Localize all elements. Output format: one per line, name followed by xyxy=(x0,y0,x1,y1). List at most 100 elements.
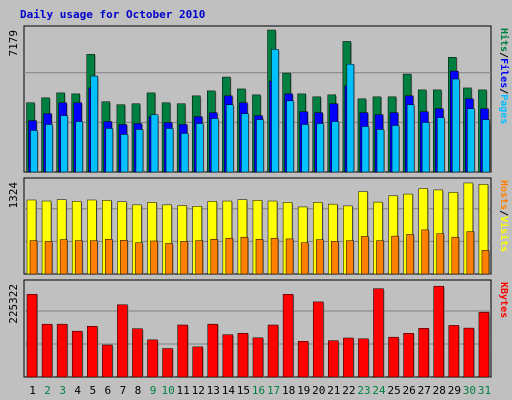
bar-pages-day-28 xyxy=(436,117,445,173)
side-label-part-files: Files xyxy=(498,58,510,88)
bar-pages-day-9 xyxy=(150,114,159,173)
bar-hosts-day-25 xyxy=(391,235,399,275)
day-label-25: 25 xyxy=(387,384,400,397)
bar-kbytes-day-10 xyxy=(162,348,173,378)
bar-kbytes-day-3 xyxy=(56,323,68,378)
day-label-30: 30 xyxy=(463,384,476,397)
bar-hosts-day-30 xyxy=(466,231,475,275)
panel-middle: 1324 Hosts/Visits xyxy=(7,177,510,275)
bar-pages-day-1 xyxy=(30,130,38,173)
bar-hosts-day-11 xyxy=(180,241,188,275)
bar-pages-day-19 xyxy=(301,124,309,173)
bar-pages-day-4 xyxy=(75,121,83,173)
bar-pages-day-29 xyxy=(452,78,460,173)
bar-kbytes-day-19 xyxy=(297,341,309,378)
bar-pages-day-6 xyxy=(105,128,114,173)
day-label-28: 28 xyxy=(433,384,446,397)
bar-pages-day-31 xyxy=(482,119,490,173)
day-label-9: 9 xyxy=(150,384,157,397)
bar-pages-day-18 xyxy=(286,100,294,173)
bar-kbytes-day-29 xyxy=(448,325,460,378)
bar-pages-day-27 xyxy=(421,122,430,173)
bar-hosts-day-13 xyxy=(210,239,219,275)
bar-hosts-day-3 xyxy=(59,239,68,275)
bar-kbytes-day-28 xyxy=(433,285,444,378)
panel-bottom: 225322 KBytes xyxy=(7,279,509,378)
day-label-27: 27 xyxy=(418,384,431,397)
bar-pages-day-24 xyxy=(376,129,385,173)
bar-hosts-day-6 xyxy=(105,239,113,275)
day-label-7: 7 xyxy=(120,384,127,397)
panel-middle-side-label: Hosts/Visits xyxy=(498,180,510,252)
bar-pages-day-11 xyxy=(180,133,189,173)
panel-bottom-axis-max-label: 225322 xyxy=(7,284,20,324)
bar-pages-day-22 xyxy=(346,63,355,173)
bar-hosts-day-22 xyxy=(346,240,354,275)
bar-hosts-day-20 xyxy=(315,239,324,275)
bar-kbytes-day-16 xyxy=(252,337,264,378)
bar-hosts-day-31 xyxy=(481,250,490,275)
bar-hosts-day-10 xyxy=(165,243,173,275)
bar-kbytes-day-17 xyxy=(267,324,279,378)
bar-hosts-day-7 xyxy=(120,240,128,275)
bar-kbytes-day-21 xyxy=(328,340,339,378)
bar-kbytes-day-22 xyxy=(343,337,354,378)
bar-kbytes-day-18 xyxy=(282,293,294,378)
day-label-2: 2 xyxy=(44,384,51,397)
panel-top: 7179 Hits/Files/Pages xyxy=(7,25,510,174)
bar-hosts-day-23 xyxy=(361,236,369,275)
side-label-part-slash: / xyxy=(498,52,509,58)
bar-kbytes-day-26 xyxy=(403,332,414,378)
side-label-part-slash: / xyxy=(498,88,509,94)
day-label-15: 15 xyxy=(237,384,250,397)
bar-hosts-day-28 xyxy=(436,233,444,275)
day-label-10: 10 xyxy=(161,384,174,397)
bar-hosts-day-2 xyxy=(44,241,53,275)
side-label-part-hits: Hits xyxy=(498,28,510,52)
side-label-part-visits: Visits xyxy=(498,216,510,252)
bar-kbytes-day-9 xyxy=(147,339,158,378)
side-label-part-hosts: Hosts xyxy=(498,180,509,210)
bar-pages-day-25 xyxy=(391,125,400,173)
day-label-18: 18 xyxy=(282,384,295,397)
day-label-19: 19 xyxy=(297,384,310,397)
bar-hosts-day-18 xyxy=(285,238,294,275)
bar-pages-day-16 xyxy=(256,119,264,173)
bar-kbytes-day-6 xyxy=(102,344,113,378)
day-label-12: 12 xyxy=(192,384,205,397)
day-label-13: 13 xyxy=(207,384,220,397)
day-label-5: 5 xyxy=(89,384,96,397)
day-label-20: 20 xyxy=(312,384,325,397)
bar-kbytes-day-12 xyxy=(192,346,203,378)
bar-hosts-day-24 xyxy=(376,240,384,275)
chart-title: Daily usage for October 2010 xyxy=(20,8,205,21)
bar-kbytes-day-2 xyxy=(41,323,53,378)
bar-kbytes-day-20 xyxy=(312,301,324,378)
day-label-8: 8 xyxy=(135,384,142,397)
panel-middle-axis-max-label: 1324 xyxy=(7,182,20,209)
day-label-26: 26 xyxy=(403,384,416,397)
bar-hosts-day-1 xyxy=(29,240,38,275)
day-label-21: 21 xyxy=(327,384,340,397)
bar-pages-day-26 xyxy=(406,104,415,173)
bar-hosts-day-19 xyxy=(300,242,309,275)
bar-pages-day-10 xyxy=(165,128,174,173)
bar-hosts-day-14 xyxy=(225,237,234,275)
bar-pages-day-3 xyxy=(60,115,68,173)
side-label-part-kbytes: KBytes xyxy=(498,282,509,318)
bar-kbytes-day-30 xyxy=(463,327,475,378)
bar-kbytes-day-25 xyxy=(388,336,399,378)
bar-kbytes-day-1 xyxy=(26,293,38,378)
bar-pages-day-7 xyxy=(120,134,129,173)
bar-hosts-day-17 xyxy=(270,237,279,275)
bar-hosts-day-26 xyxy=(406,234,414,275)
bar-kbytes-day-27 xyxy=(418,328,429,378)
bar-hosts-day-12 xyxy=(195,240,203,275)
bar-hosts-day-5 xyxy=(90,240,98,275)
day-label-14: 14 xyxy=(222,384,236,397)
bar-hosts-day-4 xyxy=(74,240,83,275)
bar-pages-day-20 xyxy=(316,123,324,173)
bar-pages-day-17 xyxy=(271,49,279,173)
panel-top-side-label: Hits/Files/Pages xyxy=(498,28,510,124)
